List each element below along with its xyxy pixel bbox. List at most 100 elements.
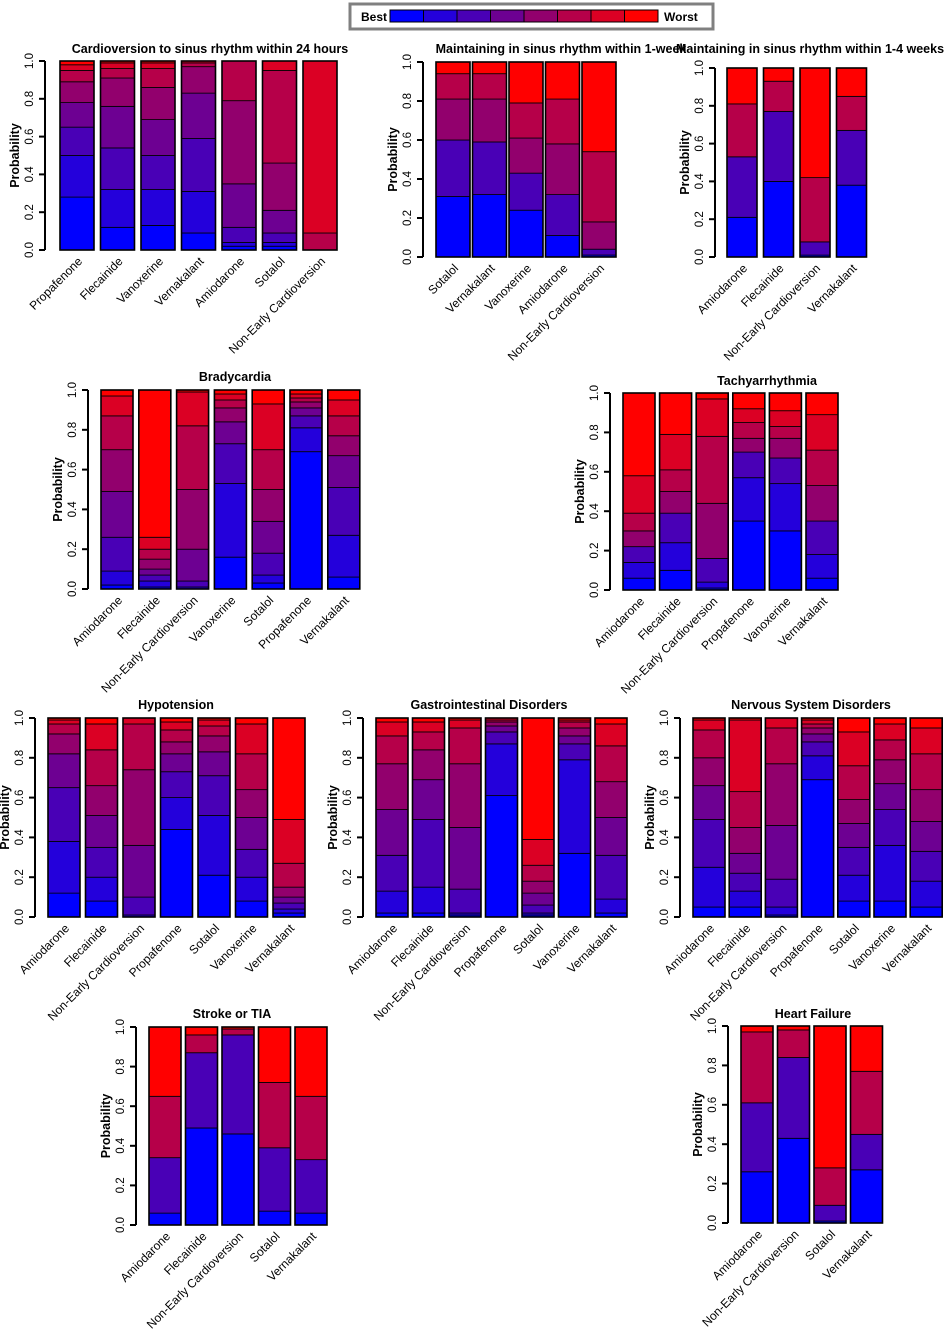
chart-title: Hypotension [138, 698, 214, 712]
chart-title: Tachyarrhythmia [717, 374, 818, 388]
bar-segment-rank-4 [176, 548, 210, 582]
bar-outline [140, 60, 176, 251]
bar-segment-rank-7 [765, 717, 798, 729]
bar-outline [184, 1026, 219, 1226]
y-tick-label: 0.0 [707, 1215, 719, 1231]
bar-segment-rank-5 [213, 407, 247, 423]
y-tick-label: 0.2 [707, 1176, 719, 1192]
bar-segment-rank-1 [801, 779, 834, 918]
panel-tachyarrhythmia: Tachyarrhythmia 0.0 0.2 0.4 0.6 0.8 1.0 Probabi… [573, 374, 839, 697]
bar-segment-rank-7 [801, 719, 834, 725]
bar-segment-rank-5 [197, 735, 231, 753]
bar-segment-rank-7 [213, 393, 247, 401]
bar-segment-rank-2 [695, 581, 729, 589]
bar-segment-rank-3 [140, 155, 176, 190]
y-tick-label: 0.4 [14, 829, 26, 846]
bar-segment-rank-4 [181, 92, 216, 139]
bar-segment-rank-6 [327, 415, 361, 437]
y-axis-label: Probability [326, 785, 340, 850]
bar-segment-rank-3 [508, 137, 544, 174]
bar-segment-rank-4 [695, 502, 729, 559]
bar-segment-rank-3 [375, 854, 409, 892]
bar-outline [47, 717, 81, 918]
bar-segment-rank-2 [765, 906, 798, 916]
bar-segment-rank-4 [160, 753, 193, 773]
bar-segment-rank-3 [873, 809, 907, 846]
bar-segment-rank-2 [235, 876, 268, 902]
bar-vernakalant: Vernakalant [805, 67, 868, 316]
bar-segment-rank-1 [289, 451, 323, 590]
bar-segment-rank-6 [801, 723, 834, 729]
bar-segment-rank-5 [412, 749, 445, 781]
y-axis: 0.0 0.2 0.4 0.6 0.8 1.0 Probability [51, 382, 89, 597]
bar-segment-rank-3 [622, 546, 656, 563]
bar-segment-rank-8 [272, 717, 306, 820]
bar-segment-rank-6 [412, 731, 445, 751]
bar-outline [59, 60, 95, 251]
bar-outline [776, 1025, 811, 1224]
bar-segment-rank-7 [521, 838, 555, 866]
category-label: Amiodarone [117, 1229, 173, 1285]
bar-segment-rank-6 [659, 433, 692, 471]
bar-outline [122, 717, 156, 918]
bar-segment-rank-6 [122, 723, 156, 771]
bar-segment-rank-5 [448, 763, 482, 828]
bar-segment-rank-4 [726, 67, 758, 105]
bar-segment-rank-3 [176, 580, 210, 588]
bar-segment-rank-5 [873, 759, 907, 785]
y-tick-label: 0.8 [694, 98, 706, 114]
bar-segment-rank-5 [659, 469, 692, 492]
bar-segment-rank-4 [799, 67, 831, 179]
bar-segment-rank-7 [695, 392, 729, 400]
bar-segment-rank-4 [100, 105, 135, 149]
bar-segment-rank-6 [769, 410, 802, 427]
bar-segment-rank-3 [221, 1028, 255, 1036]
bar-segment-rank-4 [622, 530, 656, 548]
bar-segment-rank-5 [728, 827, 762, 854]
bar-segment-rank-4 [327, 455, 361, 488]
bar-segment-rank-6 [765, 727, 798, 765]
legend: Best Worst [348, 2, 715, 31]
bar-segment-rank-3 [258, 1082, 291, 1149]
bar-segment-rank-2 [777, 1057, 810, 1139]
y-tick-label: 0.8 [67, 422, 79, 438]
bar-segment-rank-2 [726, 156, 758, 218]
bar-segment-rank-3 [485, 731, 518, 745]
bar-segment-rank-2 [59, 155, 95, 198]
bar-outline [873, 717, 907, 918]
y-tick-label: 1.0 [342, 710, 354, 726]
bar-sotalol: Sotalol [826, 717, 871, 957]
bar-segment-rank-1 [258, 1210, 291, 1226]
bar-segment-rank-3 [521, 904, 555, 914]
bar-segment-rank-7 [197, 719, 231, 727]
chart-title: Maintaining in sinus rhythm within 1-4 w… [676, 42, 944, 56]
panel-nervous-system: Nervous System Disorders 0.0 0.2 0.4 0.6 0.8 1… [643, 698, 944, 1024]
y-tick-label: 1.0 [67, 382, 79, 398]
category-label: Sotalol [510, 921, 546, 957]
bar-segment-rank-6 [181, 62, 216, 68]
bar-segment-rank-1 [85, 900, 118, 918]
bar-segment-rank-4 [805, 485, 839, 522]
y-axis-label: Probability [386, 127, 400, 192]
bar-outline [836, 717, 871, 918]
y-tick-label: 0.0 [694, 249, 706, 265]
bar-segment-rank-4 [508, 102, 544, 139]
legend-swatch-8 [624, 9, 659, 23]
bar-segment-rank-4 [581, 151, 617, 223]
bar-segment-rank-6 [873, 739, 907, 761]
bar-segment-rank-2 [181, 191, 216, 234]
bar-outline [471, 61, 508, 258]
bar-segment-rank-3 [412, 819, 445, 888]
bar-segment-rank-4 [448, 827, 482, 890]
bar-propafenone: Propafenone [27, 60, 95, 313]
bar-segment-rank-4 [728, 852, 762, 874]
bar-outline [508, 61, 544, 258]
bar-segment-rank-4 [140, 119, 176, 156]
bar-segment-rank-7 [769, 392, 802, 412]
bar-segment-rank-2 [659, 542, 692, 571]
bar-segment-rank-5 [765, 763, 798, 826]
bar-segment-rank-3 [732, 451, 766, 479]
bar-segment-rank-1 [732, 520, 766, 591]
bar-outline [764, 717, 799, 918]
legend-swatches [389, 9, 659, 23]
